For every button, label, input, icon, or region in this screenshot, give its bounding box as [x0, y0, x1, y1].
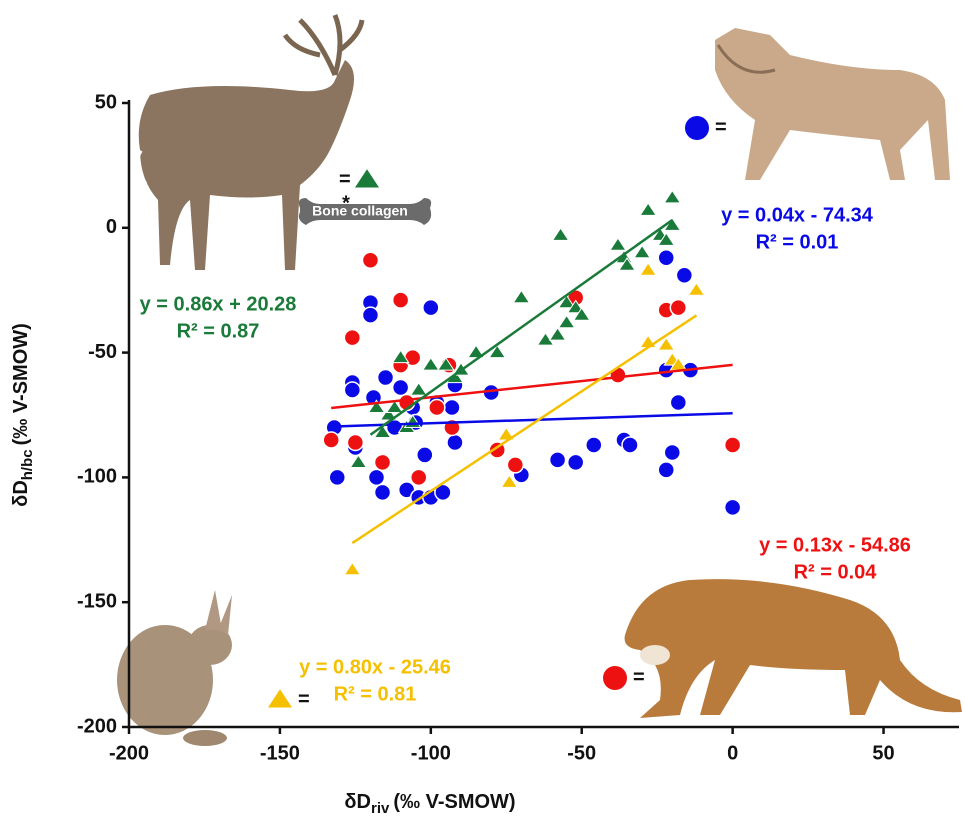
- x-tick-label: -50: [567, 742, 596, 764]
- point: [670, 300, 686, 316]
- point: [368, 469, 384, 485]
- r-squared: R² = 0.87: [177, 320, 260, 342]
- legend-equals: =: [298, 688, 310, 710]
- y-axis-label-subscript: h/bc: [19, 449, 36, 480]
- y-tick-label: -200: [77, 715, 117, 737]
- equation: y = 0.13x - 54.86: [759, 534, 911, 556]
- x-tick-label: -150: [260, 742, 300, 764]
- rabbit-illustration: [117, 590, 232, 746]
- y-tick-label: 50: [95, 91, 117, 113]
- point: [507, 457, 523, 473]
- equation: y = 0.80x - 25.46: [299, 656, 451, 678]
- point: [444, 400, 460, 416]
- legend-marker: [603, 666, 627, 690]
- point: [323, 432, 339, 448]
- point: [447, 434, 463, 450]
- point: [610, 367, 626, 383]
- point: [658, 462, 674, 478]
- r-squared: R² = 0.04: [794, 561, 878, 583]
- point: [616, 251, 632, 263]
- point: [375, 484, 391, 500]
- point: [725, 437, 741, 453]
- y-axis-label: δDh/bc (‰ V-SMOW): [10, 323, 36, 507]
- point: [550, 328, 566, 340]
- y-axis-label-unit: (‰ V-SMOW): [10, 323, 32, 445]
- point: [670, 395, 686, 411]
- legend-equals: =: [633, 666, 645, 688]
- point: [344, 563, 360, 575]
- legend-equals: =: [339, 168, 351, 190]
- x-tick-label: -200: [109, 742, 149, 764]
- point: [568, 454, 584, 470]
- point: [423, 358, 439, 370]
- y-tick-label: -100: [77, 466, 117, 488]
- x-tick-label: -100: [411, 742, 451, 764]
- point: [622, 437, 638, 453]
- point: [610, 238, 626, 250]
- point: [362, 252, 378, 268]
- bone-asterisk: *: [342, 192, 350, 214]
- point: [553, 228, 569, 240]
- legend-marker: [355, 169, 379, 187]
- point: [559, 315, 575, 327]
- chart: -200-150-100-50050-200-150-100-50050δDri…: [0, 0, 965, 817]
- point: [378, 370, 394, 386]
- point: [411, 383, 427, 395]
- equation: y = 0.86x + 20.28: [140, 293, 297, 315]
- point: [688, 283, 704, 295]
- point: [429, 400, 445, 416]
- point: [513, 290, 529, 302]
- y-tick-label: 0: [106, 216, 117, 238]
- point: [725, 499, 741, 515]
- point: [550, 452, 566, 468]
- y-tick-label: -150: [77, 590, 117, 612]
- cougar-illustration: [625, 579, 962, 718]
- point: [634, 246, 650, 258]
- x-axis-label-subscript: riv: [371, 800, 390, 817]
- point: [405, 350, 421, 366]
- point: [344, 382, 360, 398]
- legend-marker: [268, 689, 292, 707]
- trend-line: [370, 220, 672, 435]
- point: [362, 307, 378, 323]
- point: [411, 469, 427, 485]
- point: [350, 455, 366, 467]
- point: [347, 434, 363, 450]
- y-axis-label-symbol: δD: [10, 480, 32, 507]
- point: [664, 191, 680, 203]
- r-squared: R² = 0.01: [756, 231, 839, 253]
- bone-label: Bone collagen: [312, 203, 408, 219]
- lynx-illustration: [715, 28, 950, 180]
- point: [676, 267, 692, 283]
- legend-equals: =: [715, 116, 727, 138]
- x-axis-label-unit: (‰ V-SMOW): [393, 791, 515, 813]
- point: [586, 437, 602, 453]
- point: [417, 447, 433, 463]
- point: [640, 203, 656, 215]
- r-squared: R² = 0.81: [334, 683, 417, 705]
- point: [658, 250, 674, 266]
- point: [329, 469, 345, 485]
- point: [423, 300, 439, 316]
- x-axis-label: δDriv(‰ V-SMOW): [344, 791, 515, 817]
- point: [344, 330, 360, 346]
- point: [375, 454, 391, 470]
- deer-illustration: [136, 15, 362, 270]
- point: [640, 263, 656, 275]
- point: [640, 335, 656, 347]
- equation: y = 0.04x - 74.34: [721, 204, 874, 226]
- x-axis-label-symbol: δD: [344, 791, 371, 813]
- point: [664, 444, 680, 460]
- x-tick-label: 0: [727, 742, 738, 764]
- y-tick-label: -50: [88, 341, 117, 363]
- legend-marker: [685, 116, 709, 140]
- x-tick-label: 50: [872, 742, 894, 764]
- point: [393, 292, 409, 308]
- point: [393, 380, 409, 396]
